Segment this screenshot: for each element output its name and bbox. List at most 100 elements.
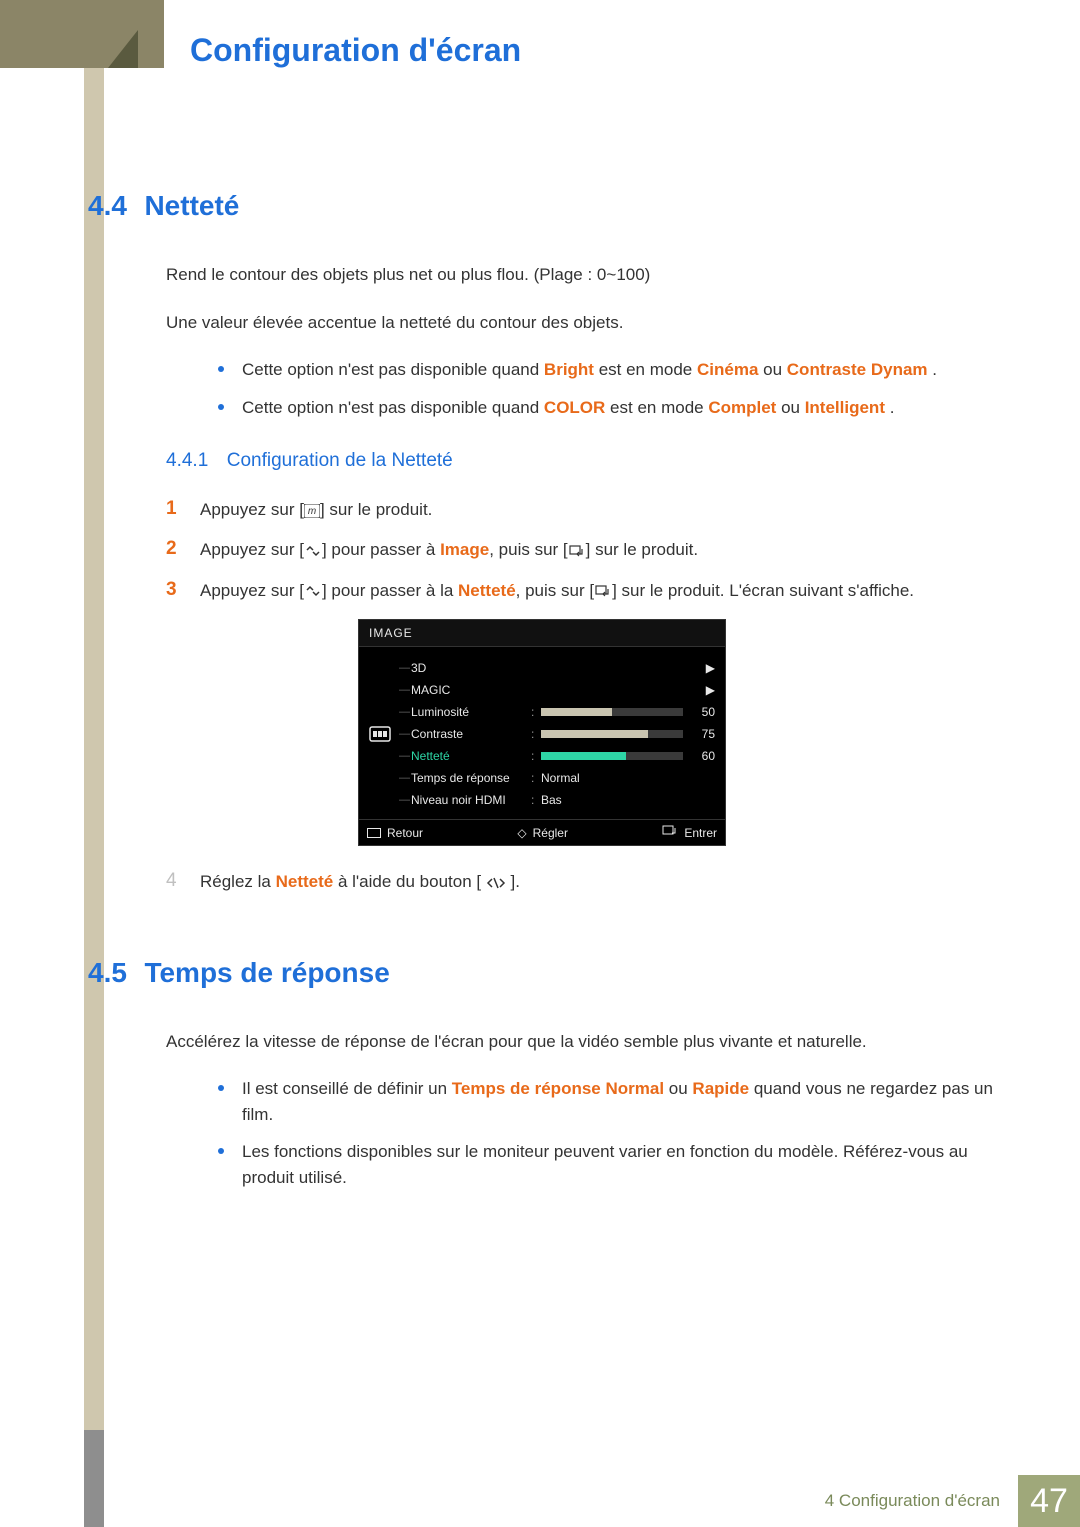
section-4-5-bullets: Il est conseillé de définir un Temps de … — [218, 1076, 1008, 1190]
osd-panel: IMAGE —3D▶—MAGIC▶—Luminosité:50—Contrast… — [358, 619, 1008, 846]
osd-branch-icon: — — [399, 772, 411, 784]
bullet-dot — [218, 404, 224, 410]
bullet-item: Cette option n'est pas disponible quand … — [218, 357, 1008, 383]
osd-row-control: ▶ — [541, 661, 715, 675]
svg-text:m: m — [308, 506, 316, 517]
text: ou — [763, 360, 787, 379]
submenu-arrow-icon: ▶ — [706, 683, 715, 697]
osd-row: —Temps de réponse:Normal — [399, 767, 715, 789]
osd-row-control: Bas — [541, 793, 715, 807]
osd-slider-fill — [541, 752, 626, 760]
text: à l'aide du bouton [ — [333, 872, 486, 891]
osd-slider-track — [541, 730, 683, 738]
osd-row-label: Contraste — [411, 727, 531, 741]
side-strip-dark — [84, 1430, 104, 1527]
osd-branch-icon: — — [399, 706, 411, 718]
text: Il est conseillé de définir un — [242, 1079, 452, 1098]
bullet-item: Il est conseillé de définir un Temps de … — [218, 1076, 1008, 1127]
bullet-item: Cette option n'est pas disponible quand … — [218, 395, 1008, 421]
osd-footer: Retour ◇ Régler Entrer — [359, 819, 725, 845]
osd-slider-fill — [541, 730, 648, 738]
highlight: Complet — [708, 398, 776, 417]
section-4-5-heading: 4.5 Temps de réponse — [88, 957, 1008, 989]
highlight: Temps de réponse Normal — [452, 1079, 664, 1098]
highlight: Cinéma — [697, 360, 758, 379]
osd-foot-label: Régler — [533, 826, 568, 840]
osd-side-icon — [369, 657, 399, 811]
osd-foot-enter: Entrer — [662, 825, 717, 840]
section-4-4-para1: Rend le contour des objets plus net ou p… — [166, 262, 1008, 288]
highlight: Image — [440, 540, 489, 559]
osd-colon: : — [531, 771, 541, 785]
highlight: Intelligent — [805, 398, 885, 417]
step-number: 3 — [166, 575, 190, 605]
steps-list-cont: 4 Réglez la Netteté à l'aide du bouton [… — [166, 866, 1008, 896]
step-item: 1 Appuyez sur [m] sur le produit. — [166, 494, 1008, 524]
back-icon — [367, 828, 381, 838]
bullet-text: Il est conseillé de définir un Temps de … — [242, 1076, 1008, 1127]
osd-branch-icon: — — [399, 794, 411, 806]
step-text: Appuyez sur [m] sur le produit. — [200, 494, 1008, 523]
text: Appuyez sur [ — [200, 540, 304, 559]
osd-row-label: Temps de réponse — [411, 771, 531, 785]
highlight: Bright — [544, 360, 594, 379]
text: ] sur le produit. L'écran suivant s'affi… — [612, 581, 914, 600]
text: Appuyez sur [ — [200, 500, 304, 519]
osd-colon: : — [531, 727, 541, 741]
steps-list: 1 Appuyez sur [m] sur le produit. 2 Appu… — [166, 494, 1008, 605]
enter-icon — [594, 584, 612, 598]
osd-row-control: 75 — [541, 727, 715, 741]
osd-row: —3D▶ — [399, 657, 715, 679]
step-item: 2 Appuyez sur [] pour passer à Image, pu… — [166, 534, 1008, 564]
bullet-dot — [218, 1148, 224, 1154]
section-title: Temps de réponse — [144, 957, 389, 989]
osd-branch-icon: — — [399, 684, 411, 696]
text: Cette option n'est pas disponible quand — [242, 360, 544, 379]
updown-icon — [304, 584, 322, 598]
osd-row-label: Netteté — [411, 749, 531, 763]
osd-foot-adjust: ◇ Régler — [517, 825, 568, 840]
text: ] pour passer à — [322, 540, 440, 559]
chapter-tab-triangle — [108, 30, 138, 68]
bullet-text: Cette option n'est pas disponible quand … — [242, 357, 1008, 383]
section-number: 4.4 — [88, 190, 140, 222]
step-number: 1 — [166, 494, 190, 524]
submenu-arrow-icon: ▶ — [706, 661, 715, 675]
osd-title: IMAGE — [359, 620, 725, 647]
osd-slider-fill — [541, 708, 612, 716]
bullet-dot — [218, 1085, 224, 1091]
osd-row-value: Bas — [541, 793, 562, 807]
osd-row: —Niveau noir HDMI:Bas — [399, 789, 715, 811]
osd-foot-label: Retour — [387, 826, 423, 840]
step-number: 4 — [166, 866, 190, 896]
osd-row-control: Normal — [541, 771, 715, 785]
step-number: 2 — [166, 534, 190, 564]
step-text: Réglez la Netteté à l'aide du bouton [ ]… — [200, 866, 1008, 895]
step-text: Appuyez sur [] pour passer à la Netteté,… — [200, 575, 1008, 604]
menu-icon: m — [304, 504, 320, 518]
osd-row-label: Niveau noir HDMI — [411, 793, 531, 807]
osd-row: —MAGIC▶ — [399, 679, 715, 701]
osd-row-control: 50 — [541, 705, 715, 719]
step-text: Appuyez sur [] pour passer à Image, puis… — [200, 534, 1008, 563]
osd-rows: —3D▶—MAGIC▶—Luminosité:50—Contraste:75—N… — [399, 657, 715, 811]
highlight: Rapide — [692, 1079, 749, 1098]
page-content: 4.4 Netteté Rend le contour des objets p… — [88, 190, 1008, 1208]
osd-colon: : — [531, 793, 541, 807]
adjust-icon: ◇ — [517, 826, 526, 840]
osd-row-control: 60 — [541, 749, 715, 763]
osd-row-control: ▶ — [541, 683, 715, 697]
text: ou — [781, 398, 805, 417]
leftright-icon — [486, 876, 506, 890]
highlight: Netteté — [458, 581, 516, 600]
text: ou — [669, 1079, 693, 1098]
osd-colon: : — [531, 705, 541, 719]
osd-branch-icon: — — [399, 728, 411, 740]
step-item: 3 Appuyez sur [] pour passer à la Nettet… — [166, 575, 1008, 605]
subsection-4-4-1-heading: 4.4.1 Configuration de la Netteté — [166, 450, 1008, 472]
chapter-title: Configuration d'écran — [190, 32, 521, 69]
osd-slider-value: 60 — [691, 749, 715, 763]
text: ] pour passer à la — [322, 581, 458, 600]
osd-colon: : — [531, 749, 541, 763]
osd-foot-back: Retour — [367, 825, 423, 840]
